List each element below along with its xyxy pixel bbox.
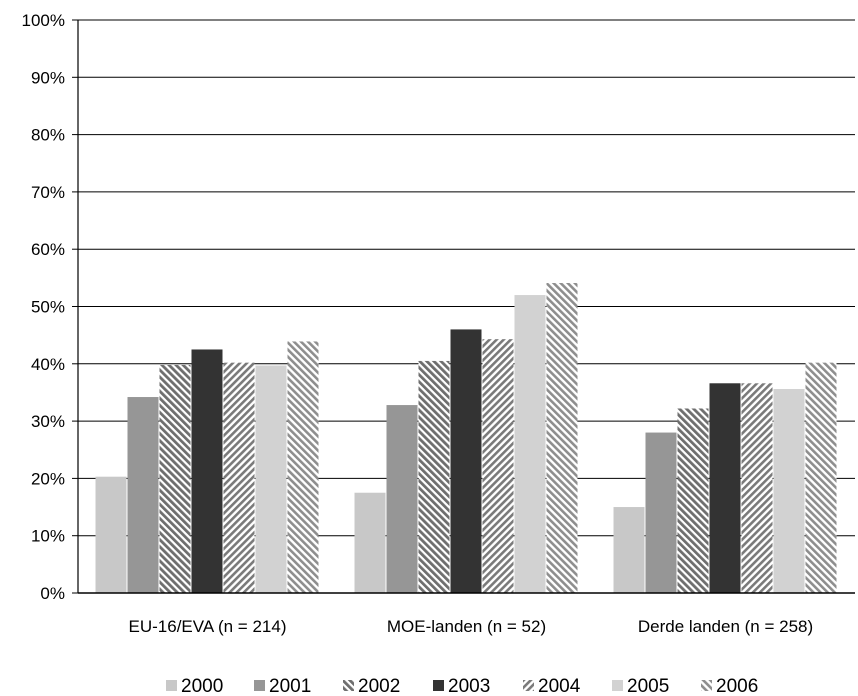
legend-swatch-2002 bbox=[343, 680, 354, 691]
bar-2002-3 bbox=[677, 408, 709, 593]
legend-label-2004: 2004 bbox=[538, 676, 581, 696]
bar-2001-3 bbox=[645, 432, 677, 593]
legend-swatch-2005 bbox=[612, 680, 623, 691]
y-tick-label: 20% bbox=[31, 469, 65, 488]
bar-2000-1 bbox=[95, 476, 127, 593]
y-tick-label: 50% bbox=[31, 298, 65, 317]
bar-2004-1 bbox=[223, 362, 255, 593]
bar-2005-2 bbox=[514, 295, 546, 593]
bar-2005-1 bbox=[255, 365, 287, 593]
x-category-label: EU-16/EVA (n = 214) bbox=[129, 617, 287, 636]
x-category-label: Derde landen (n = 258) bbox=[638, 617, 813, 636]
bar-2000-2 bbox=[354, 492, 386, 593]
y-tick-label: 80% bbox=[31, 126, 65, 145]
legend-label-2006: 2006 bbox=[716, 676, 758, 696]
legend-swatch-2003 bbox=[433, 680, 444, 691]
bar-2004-2 bbox=[482, 339, 514, 593]
legend: 2000 2001 2002 2003 2004 2005 2006 bbox=[166, 676, 758, 696]
bar-2003-2 bbox=[450, 329, 482, 593]
y-tick-label: 40% bbox=[31, 355, 65, 374]
bar-2000-3 bbox=[613, 507, 645, 593]
legend-label-2002: 2002 bbox=[358, 676, 400, 696]
y-tick-label: 0% bbox=[40, 584, 65, 603]
bar-2002-2 bbox=[418, 360, 450, 593]
bar-2006-1 bbox=[287, 341, 319, 593]
legend-label-2005: 2005 bbox=[627, 676, 669, 696]
bar-2001-2 bbox=[386, 405, 418, 593]
bar-2006-2 bbox=[546, 283, 578, 593]
bar-2003-1 bbox=[191, 349, 223, 593]
y-axis-tick-labels: 0% 10% 20% 30% 40% 50% 60% 70% 80% 90% 100% bbox=[22, 11, 65, 603]
bar-2002-1 bbox=[159, 364, 191, 593]
axes bbox=[72, 19, 855, 594]
x-category-label: MOE-landen (n = 52) bbox=[387, 617, 546, 636]
y-tick-label: 90% bbox=[31, 68, 65, 87]
x-axis-category-labels: EU-16/EVA (n = 214) MOE-landen (n = 52) De… bbox=[129, 617, 814, 636]
legend-label-2001: 2001 bbox=[269, 676, 311, 696]
bar-2004-3 bbox=[741, 383, 773, 593]
bar-2003-3 bbox=[709, 383, 741, 593]
bar-2001-1 bbox=[127, 397, 159, 593]
legend-swatch-2001 bbox=[254, 680, 265, 691]
legend-swatch-2006 bbox=[701, 680, 712, 691]
y-tick-label: 30% bbox=[31, 412, 65, 431]
legend-label-2003: 2003 bbox=[448, 676, 490, 696]
legend-label-2000: 2000 bbox=[181, 676, 223, 696]
bar-2005-3 bbox=[773, 389, 805, 593]
y-tick-label: 100% bbox=[22, 11, 65, 30]
bar-2006-3 bbox=[805, 362, 837, 593]
legend-swatch-2004 bbox=[523, 680, 534, 691]
legend-swatch-2000 bbox=[166, 680, 177, 691]
y-tick-label: 60% bbox=[31, 240, 65, 259]
y-tick-label: 70% bbox=[31, 183, 65, 202]
bars bbox=[95, 283, 837, 593]
y-tick-label: 10% bbox=[31, 527, 65, 546]
